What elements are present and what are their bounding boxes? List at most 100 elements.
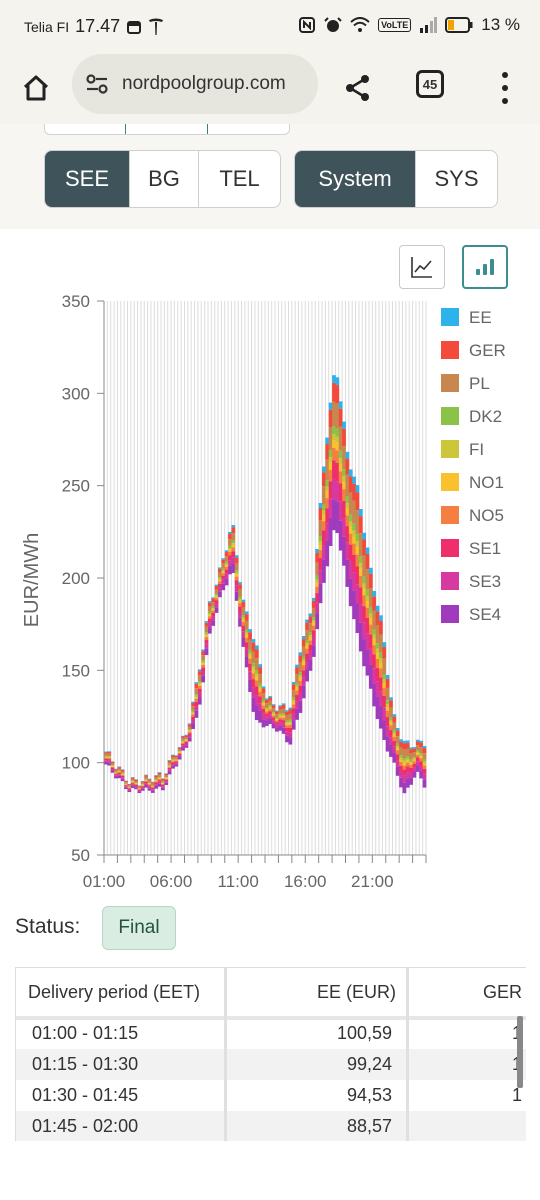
bar-ee [164, 773, 169, 774]
bar-pl [278, 709, 283, 714]
legend-swatch [441, 605, 459, 623]
bar-se4 [154, 785, 159, 789]
bar-pl [181, 738, 185, 741]
bar-ger [241, 602, 246, 608]
share-button[interactable] [336, 66, 380, 110]
bar-pl [177, 749, 182, 752]
bar-ger [275, 711, 279, 715]
bar-fi [228, 548, 232, 550]
bar-pl [338, 426, 343, 451]
bar-se1 [174, 761, 179, 763]
legend-label: NO5 [469, 506, 504, 525]
bar-se3 [318, 570, 323, 584]
area-option-bg[interactable]: BG [129, 151, 198, 207]
area-selector: SEE BG TEL [44, 150, 281, 208]
bar-fi [405, 758, 410, 761]
bar-se1 [265, 713, 269, 717]
bar-no5 [248, 658, 252, 664]
bar-dk2 [308, 632, 313, 636]
bar-pl [130, 779, 135, 781]
bar-se3 [161, 786, 165, 788]
bar-se1 [412, 763, 417, 768]
bar-no5 [211, 610, 216, 613]
header-ee[interactable]: EE (EUR) [316, 981, 396, 1002]
bar-pl [301, 646, 306, 657]
bar-se4 [275, 727, 279, 732]
bar-se4 [422, 779, 427, 788]
tab-switcher-button[interactable]: 45 [416, 70, 444, 98]
bar-pl [332, 401, 336, 427]
bar-se3 [218, 587, 222, 592]
bar-pl [409, 753, 413, 760]
line-chart-toggle[interactable] [399, 245, 445, 289]
bar-se4 [147, 788, 152, 791]
bar-no5 [342, 489, 346, 501]
dot-icon [502, 72, 508, 78]
bar-se1 [332, 460, 336, 480]
bar-ee [127, 783, 132, 785]
bar-ee [157, 772, 162, 773]
bar-se4 [234, 591, 239, 601]
bar-se3 [342, 518, 346, 537]
bar-ee [150, 781, 155, 783]
bar-ee [392, 714, 397, 717]
bar-se3 [110, 769, 115, 771]
bar-se1 [301, 670, 306, 678]
bar-pl [281, 708, 286, 714]
bar-se1 [248, 663, 252, 672]
bar-ee [285, 710, 289, 712]
bar-no1 [402, 762, 407, 766]
bar-no1 [275, 719, 279, 721]
table-scrollbar[interactable] [517, 1016, 523, 1088]
bar-ger [328, 409, 333, 428]
bar-no1 [107, 757, 112, 759]
legend-label: DK2 [469, 407, 502, 426]
site-settings-icon[interactable] [84, 72, 110, 96]
bar-fi [110, 765, 115, 767]
bar-se4 [268, 718, 273, 725]
bar-dk2 [231, 540, 236, 544]
bar-ger [345, 458, 350, 475]
bar-chart-toggle[interactable] [462, 245, 508, 289]
bar-dk2 [412, 757, 417, 759]
area-option-tel[interactable]: TEL [198, 151, 280, 207]
bar-se4 [395, 766, 400, 776]
header-ger[interactable]: GER [482, 981, 522, 1002]
bar-ee [355, 485, 360, 493]
bar-se3 [254, 695, 259, 706]
bar-fi [412, 758, 417, 760]
system-option-system[interactable]: System [295, 151, 415, 207]
bar-fi [389, 719, 393, 723]
overflow-menu-button[interactable] [490, 68, 520, 108]
bar-fi [332, 434, 336, 441]
bar-ee [154, 775, 159, 776]
bar-fi [335, 436, 340, 443]
bar-no5 [191, 714, 195, 717]
bar-no1 [385, 707, 390, 711]
bar-ger [224, 552, 229, 557]
y-tick-label: 50 [71, 846, 90, 865]
bar-no1 [261, 703, 266, 706]
home-button[interactable] [14, 66, 58, 110]
bar-dk2 [228, 545, 232, 549]
bar-dk2 [288, 719, 293, 722]
address-bar[interactable]: nordpoolgroup.com [72, 54, 318, 114]
bar-ger [110, 761, 115, 764]
header-delivery-period[interactable]: Delivery period (EET) [28, 981, 201, 1002]
bar-se1 [338, 483, 343, 502]
bar-no5 [311, 625, 316, 631]
area-option-see[interactable]: SEE [45, 151, 129, 207]
bar-se1 [379, 677, 383, 692]
system-option-sys[interactable]: SYS [415, 151, 497, 207]
bar-dk2 [362, 576, 367, 584]
bar-no1 [278, 715, 283, 718]
bar-dk2 [322, 504, 326, 511]
bar-se1 [134, 784, 138, 786]
bar-se1 [315, 593, 320, 603]
bar-no1 [265, 709, 269, 712]
bar-dk2 [318, 536, 323, 542]
bar-se4 [181, 747, 185, 751]
bar-se3 [150, 789, 155, 791]
x-tick-label: 06:00 [150, 872, 193, 891]
bar-ger [278, 706, 283, 710]
